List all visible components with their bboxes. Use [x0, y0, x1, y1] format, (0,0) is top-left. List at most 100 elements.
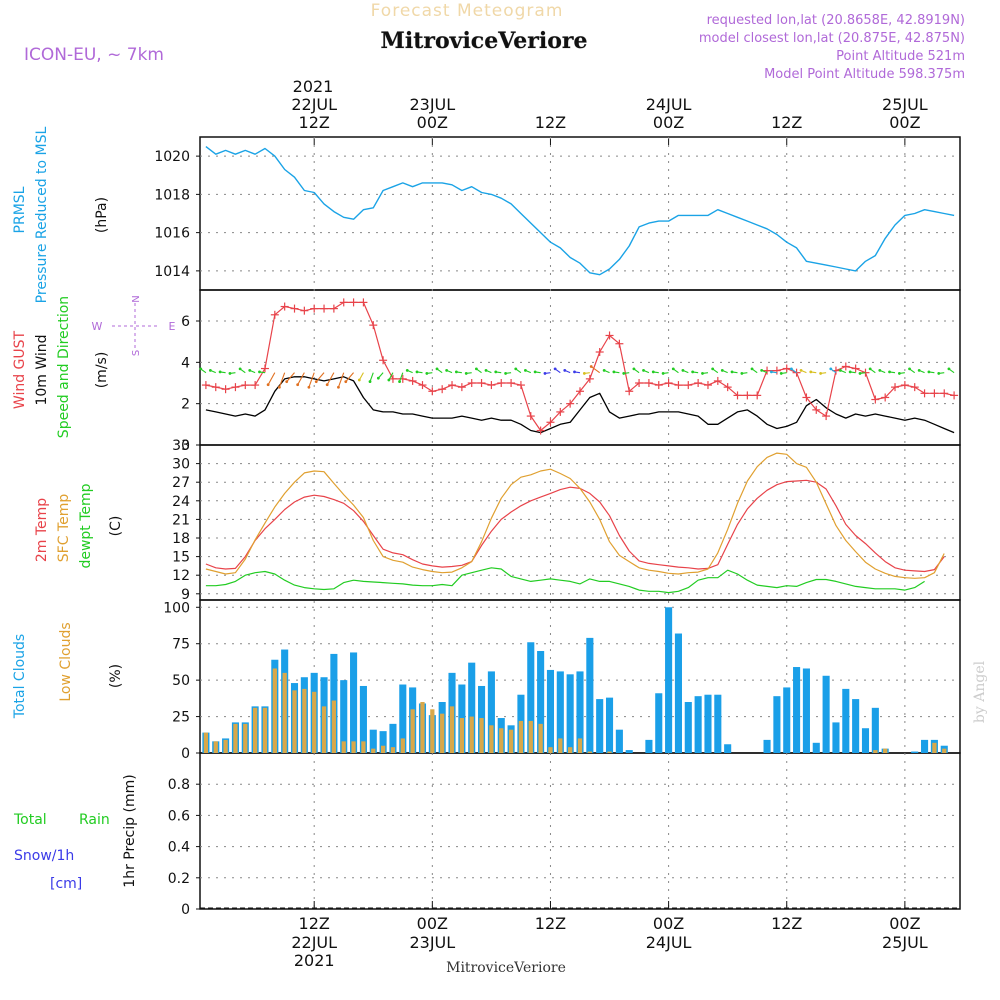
total-cloud-bar — [724, 744, 732, 753]
wind-arrow-head — [573, 370, 576, 374]
low-cloud-bar — [213, 741, 218, 753]
total-cloud-bar — [684, 702, 692, 753]
gust-marker — [231, 383, 240, 392]
compass-rose: N S W E — [92, 295, 176, 356]
wind-arrow-head — [238, 367, 242, 371]
wind-arrow-head — [897, 372, 901, 375]
low-cloud-bar — [420, 702, 425, 753]
y-tick-label: 0 — [181, 438, 190, 454]
wind-arrow-head — [760, 368, 764, 372]
model-altitude: Model Point Altitude 598.375m — [764, 67, 965, 82]
p3-label-2m: 2m Temp — [34, 498, 50, 562]
low-cloud-bar — [548, 747, 553, 753]
low-cloud-bar — [508, 729, 514, 753]
y-tick-label: 0 — [181, 902, 190, 918]
y-tick-labels: 1014101610181020024691215182124273033025… — [154, 149, 190, 918]
y-tick-label: 12 — [172, 568, 190, 584]
wind-arrow-head — [947, 367, 951, 371]
wind-arrow-head — [533, 370, 537, 374]
p4-label-total: Total Clouds — [12, 634, 28, 719]
low-cloud-bar — [312, 691, 317, 753]
bottom-axis-hour: 12Z — [771, 914, 802, 933]
total-cloud-bar — [812, 742, 820, 753]
gust-marker — [251, 381, 260, 390]
y-tick-label: 50 — [172, 673, 190, 689]
wind-arrow-head — [681, 368, 685, 372]
total-cloud-bar — [911, 751, 919, 753]
wind-arrow-head — [357, 378, 361, 382]
wind-arrow-head — [523, 368, 527, 372]
wind-arrow — [369, 372, 374, 382]
gust-marker — [379, 356, 388, 365]
low-cloud-bar — [351, 741, 356, 753]
wind-arrow — [590, 366, 601, 374]
bottom-place-label: MitroviceVeriore — [446, 960, 566, 976]
total-cloud-bar — [852, 699, 860, 753]
gust-marker — [477, 379, 486, 387]
gust-marker — [940, 389, 949, 398]
compass-e: E — [169, 320, 176, 333]
wind-arrow — [286, 372, 295, 383]
total-cloud-bar — [871, 707, 879, 753]
wind-arrow-head — [464, 372, 468, 375]
gust-marker — [280, 302, 289, 311]
low-cloud-bar — [577, 738, 583, 753]
y-tick-label: 0.4 — [168, 840, 190, 856]
top-axis-hour: 12Z — [299, 113, 330, 132]
gust-marker — [910, 383, 919, 392]
gust-marker — [260, 364, 269, 373]
y-tick-label: 33 — [172, 438, 190, 454]
total-cloud-bar — [576, 671, 584, 753]
p4-label-low: Low Clouds — [58, 622, 74, 701]
low-cloud-bar — [932, 742, 937, 753]
total-cloud-bar — [832, 722, 840, 753]
total-cloud-bar — [625, 750, 633, 753]
pressure-line — [205, 146, 955, 276]
low-cloud-bar — [459, 718, 464, 753]
gust-marker — [615, 339, 624, 348]
place-title: MitroviceVeriore — [381, 28, 588, 54]
wind-arrow-head — [296, 383, 300, 387]
gust-marker — [536, 426, 545, 435]
top-axis-hour: 00Z — [889, 113, 920, 132]
total-cloud-bar — [615, 729, 623, 753]
p5-label-total: Total — [13, 812, 47, 828]
wind-arrow — [308, 372, 315, 388]
wind-arrow-head — [839, 368, 842, 372]
gust-marker — [221, 385, 230, 394]
y-tick-label: 0 — [181, 746, 190, 762]
gust-marker — [664, 379, 673, 387]
bottom-axis-hour: 00Z — [417, 914, 448, 933]
top-axis-tick: 12Z — [535, 113, 566, 145]
wind-arrow-head — [398, 380, 401, 383]
low-cloud-bar — [331, 700, 337, 753]
total-cloud-bar — [399, 684, 407, 753]
gust-marker — [644, 379, 653, 387]
wind-arrow-head — [701, 372, 704, 375]
wind-arrow-head — [809, 370, 813, 374]
gust-marker — [566, 399, 575, 408]
wind-arrow — [297, 372, 305, 385]
wind-arrow-head — [917, 368, 921, 372]
wind-arrow-head — [494, 370, 498, 374]
gust-marker — [339, 298, 348, 307]
gust-marker — [743, 391, 752, 400]
y-tick-label: 25 — [172, 710, 190, 726]
gust-marker — [733, 391, 742, 400]
low-cloud-bar — [380, 745, 386, 753]
wind-arrow-head — [790, 367, 793, 371]
compass-n: N — [131, 295, 142, 302]
y-tick-label: 30 — [172, 457, 190, 473]
wind-arrow-head — [720, 368, 724, 372]
low-cloud-bar — [233, 723, 238, 753]
wind-arrow-head — [454, 370, 458, 374]
gust-marker — [467, 379, 476, 387]
gust-marker — [516, 381, 525, 390]
low-cloud-bar — [262, 707, 268, 753]
p2-label-speed-dir: Speed and Direction — [56, 296, 72, 438]
top-axis-hour: 00Z — [653, 113, 684, 132]
low-cloud-bar — [499, 728, 504, 753]
